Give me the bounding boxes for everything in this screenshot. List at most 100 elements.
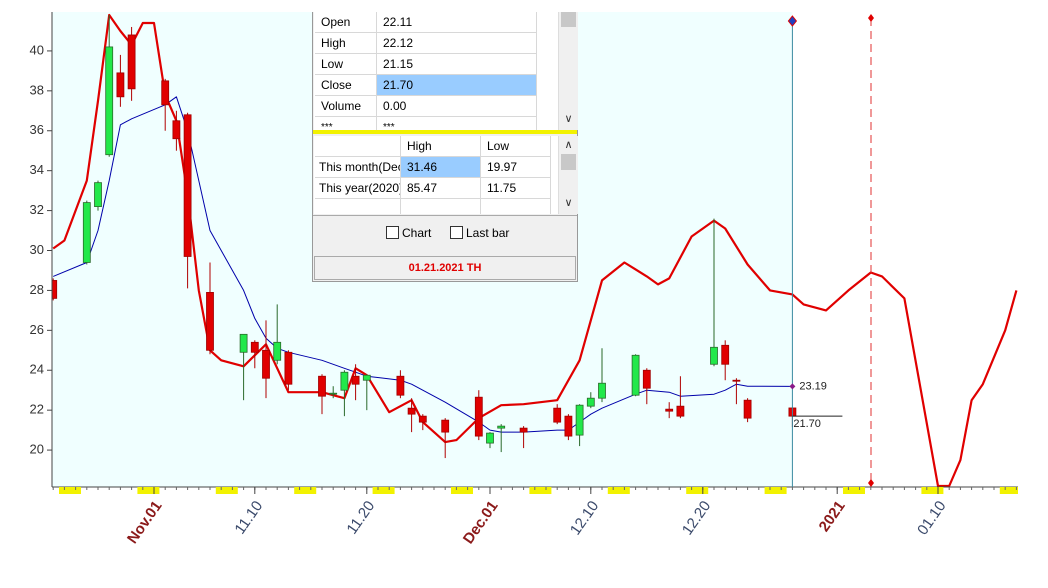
- scroll-down[interactable]: ∨: [564, 113, 573, 125]
- candle-body: [183, 114, 192, 257]
- candle-body: [564, 415, 573, 437]
- y-tick-label: 32: [30, 202, 44, 217]
- cell: ***: [315, 117, 377, 130]
- y-tick-label: 22: [30, 402, 44, 417]
- candle-body: [161, 80, 170, 106]
- weekend-marker: [451, 487, 473, 494]
- candle-body: [474, 396, 483, 437]
- x-tick-label: 01.10: [914, 498, 949, 539]
- candle-body: [340, 371, 349, 391]
- checkbox-label[interactable]: Chart: [402, 226, 432, 240]
- cell: High: [315, 33, 377, 54]
- candle-body: [82, 202, 91, 263]
- cell: 21.15: [377, 54, 537, 75]
- cell: 19.97: [481, 157, 551, 178]
- candle-body: [642, 369, 651, 389]
- candle-body: [553, 407, 562, 423]
- cell: 85.47: [401, 178, 481, 199]
- scrollbar[interactable]: ∨: [558, 12, 578, 130]
- candle-body: [732, 379, 741, 382]
- candle-body: [407, 407, 416, 415]
- cell: Close: [315, 75, 377, 96]
- value-marker: [789, 383, 796, 390]
- scroll-thumb[interactable]: [561, 12, 576, 27]
- plot: [52, 13, 1018, 487]
- candle-body: [441, 419, 450, 433]
- cell: Volume: [315, 96, 377, 117]
- candle-body: [239, 333, 248, 353]
- weekend-marker: [764, 487, 787, 494]
- scroll-down[interactable]: ∨: [564, 197, 573, 209]
- candle-body: [127, 34, 136, 90]
- cell: This month(Dec): [315, 157, 401, 178]
- y-tick-label: 28: [30, 282, 44, 297]
- cell: This year(2020): [315, 178, 401, 199]
- candle-body: [486, 432, 494, 444]
- cursor-marker: [868, 479, 874, 487]
- x-tick-label: 2021: [816, 498, 849, 535]
- x-tick-label: 11.10: [232, 498, 267, 538]
- cell: [401, 199, 481, 214]
- cell: Low: [315, 54, 377, 75]
- weekend-marker: [59, 487, 81, 494]
- candle-body: [743, 399, 752, 419]
- candle-body: [262, 349, 270, 379]
- candle-body: [418, 415, 427, 423]
- y-tick-label: 20: [30, 442, 44, 457]
- checkbox[interactable]: [386, 226, 399, 239]
- weekend-marker: [294, 487, 317, 494]
- candle-body: [105, 46, 114, 156]
- checkbox-label[interactable]: Last bar: [466, 226, 510, 240]
- candle-body: [497, 425, 506, 429]
- y-tick-label: 38: [30, 82, 44, 97]
- candle-body: [250, 341, 259, 353]
- y-tick-label: 36: [30, 122, 44, 137]
- candle-body: [575, 404, 584, 436]
- candle-body: [721, 344, 730, 365]
- x-tick-label: 12.10: [567, 498, 602, 539]
- checkbox[interactable]: [450, 226, 463, 239]
- quote-table: Open 22.11 High 22.12 Low 21.15 Close 21…: [314, 12, 558, 130]
- weekend-marker: [999, 487, 1018, 494]
- cell: High: [401, 136, 481, 157]
- cell: 22.11: [377, 12, 537, 33]
- cell: [315, 136, 401, 157]
- y-tick-label: 24: [30, 362, 44, 377]
- cell: 21.70: [377, 75, 537, 96]
- range-table: High Low This month(Dec) 31.46 19.97 Thi…: [314, 136, 558, 214]
- scroll-up[interactable]: ∧: [564, 139, 573, 151]
- candle-body: [631, 354, 640, 396]
- x-tick-label: 12.20: [679, 498, 714, 539]
- cell: [315, 199, 401, 214]
- cell: 31.46: [401, 157, 481, 178]
- cell: 0.00: [377, 96, 537, 117]
- candle-body: [598, 382, 606, 399]
- candle-body: [329, 392, 338, 395]
- candle-body: [52, 280, 58, 299]
- cell: 22.12: [377, 33, 537, 54]
- scroll-thumb[interactable]: [561, 154, 576, 170]
- indicator-line: [53, 96, 793, 433]
- cell: Open: [315, 12, 377, 33]
- candle-body: [676, 405, 685, 417]
- y-tick-label: 34: [30, 162, 44, 177]
- weekend-marker: [215, 487, 238, 494]
- x-tick-label: Nov.01: [124, 498, 166, 547]
- candle-body: [116, 72, 125, 98]
- info-panel: Open 22.11 High 22.12 Low 21.15 Close 21…: [312, 12, 578, 282]
- scrollbar[interactable]: ∧ ∨: [558, 136, 578, 214]
- weekend-marker: [137, 487, 160, 494]
- weekend-marker: [529, 487, 552, 494]
- candle-body: [710, 346, 718, 365]
- value-label: 23.19: [799, 380, 827, 392]
- weekend-marker: [921, 487, 944, 494]
- weekend-marker: [372, 487, 395, 494]
- candle-body: [396, 375, 405, 396]
- cell: [481, 199, 551, 214]
- cursor-marker: [868, 14, 874, 22]
- candle-body: [318, 375, 326, 397]
- candle-body: [519, 427, 528, 433]
- splitter[interactable]: [313, 130, 577, 134]
- candle-body: [362, 374, 371, 381]
- candle-body: [172, 120, 181, 140]
